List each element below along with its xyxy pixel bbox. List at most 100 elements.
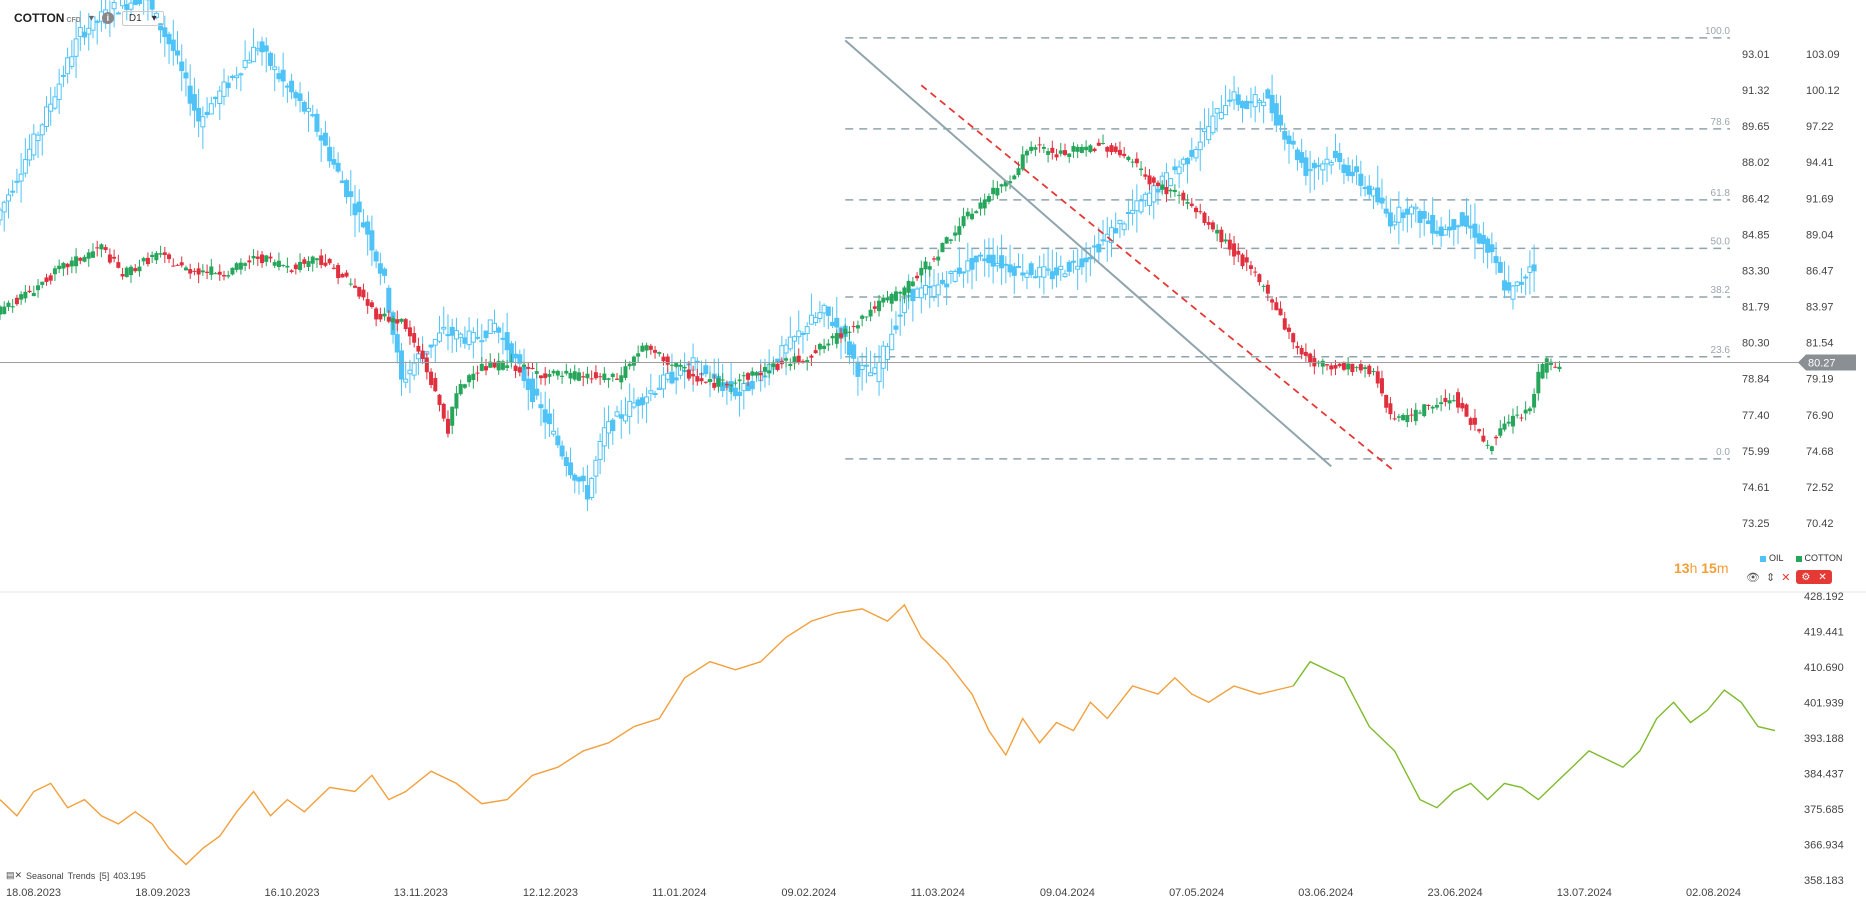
oil-candle-body (1328, 162, 1334, 166)
cotton-candle-body (881, 297, 886, 303)
cotton-candle-body (868, 309, 873, 317)
timeframe-select[interactable]: D1 ▾ (121, 10, 164, 26)
cotton-candle-body (746, 373, 751, 380)
oil-candle-body (132, 0, 138, 6)
cotton-candle-body (961, 216, 966, 227)
oil-candle-body (1244, 100, 1250, 110)
cotton-candle-body (1257, 274, 1262, 283)
remove-icon[interactable]: ✕ (1818, 571, 1827, 583)
oil-candle-body (348, 191, 354, 197)
oil-candle-body (377, 263, 383, 274)
info-icon[interactable]: i (101, 12, 114, 24)
oil-candle-body (1155, 188, 1161, 193)
cotton-candle-body (99, 244, 104, 250)
oil-candle-body (800, 332, 806, 335)
cotton-candle-body (357, 286, 362, 297)
cotton-candle-body (1494, 436, 1499, 439)
legend-item-oil[interactable]: OIL (1760, 553, 1784, 563)
oil-candle-body (648, 390, 654, 394)
cotton-candle-body (927, 266, 932, 270)
oil-candle-body (563, 456, 569, 467)
cotton-candle-body (610, 373, 615, 378)
oil-candle-body (863, 364, 869, 367)
oil-candle-body (369, 230, 375, 251)
oil-candle-body (1248, 101, 1254, 104)
cotton-candle-body (471, 373, 476, 381)
cotton-candle-body (403, 319, 408, 330)
cotton-candle-body (1033, 147, 1038, 150)
oil-candle-body (1425, 220, 1431, 225)
cotton-candle-body (450, 406, 455, 426)
oil-candle-body (1011, 266, 1017, 276)
oil-candle-body (1294, 149, 1300, 161)
cotton-candle-body (1460, 403, 1465, 409)
cotton-candle-body (678, 364, 683, 367)
cotton-candle-body (1008, 181, 1013, 184)
cotton-candle-body (1532, 393, 1537, 408)
cotton-candle-body (936, 256, 941, 261)
fib-level-label: 50.0 (1711, 236, 1731, 247)
cotton-candle-body (817, 343, 822, 350)
cotton-candle-body (1029, 146, 1034, 151)
cotton-candle-body (712, 382, 717, 388)
cotton-candle-body (272, 262, 277, 266)
cotton-candle-body (399, 318, 404, 322)
oil-candle-body (69, 56, 75, 67)
cotton-candle-body (175, 264, 180, 266)
oil-candle-body (504, 332, 510, 351)
cotton-candle-body (251, 256, 256, 259)
oil-candle-body (1, 201, 7, 213)
cotton-candle-body (543, 373, 548, 379)
series-options[interactable]: ⚙ ✕ (1796, 570, 1832, 584)
cotton-candle-body (944, 237, 949, 244)
cotton-candle-body (1299, 347, 1304, 355)
oil-axis-label: 103.09 (1806, 49, 1840, 61)
oil-candle-body (1316, 164, 1322, 167)
oil-candle-body (496, 327, 502, 333)
cotton-candle-body (923, 261, 928, 270)
oil-candle-body (935, 284, 941, 296)
x-axis-label: 16.10.2023 (264, 887, 319, 899)
cotton-candle-body (593, 372, 598, 379)
cotton-candle-body (103, 247, 108, 251)
x-axis-label: 23.06.2024 (1428, 887, 1483, 899)
oil-candle-body (318, 135, 324, 141)
oil-candle-body (1320, 163, 1326, 171)
cotton-candle-body (699, 378, 704, 382)
cotton-axis-label: 73.25 (1742, 518, 1770, 530)
oil-candle-body (365, 221, 371, 235)
cotton-candle-body (310, 256, 315, 264)
symbol-dropdown-icon[interactable]: ▾ (88, 12, 94, 24)
cotton-candle-body (488, 361, 493, 368)
cotton-candle-body (1320, 360, 1325, 367)
oil-candle-body (1108, 227, 1114, 244)
oil-candle-body (43, 106, 49, 128)
legend-item-cotton[interactable]: COTTON (1795, 553, 1842, 563)
cotton-candle-body (792, 356, 797, 364)
close-icon[interactable]: ✕ (1781, 571, 1791, 584)
cotton-candle-body (1295, 345, 1300, 349)
eye-icon[interactable]: 👁 (1746, 571, 1760, 584)
symbol-name[interactable]: COTTON CFD (14, 11, 81, 25)
oil-candle-body (1096, 243, 1102, 253)
cotton-axis-label: 75.99 (1742, 446, 1770, 458)
cotton-candle-body (1557, 366, 1562, 370)
cotton-candle-body (226, 275, 231, 277)
oil-candle-body (382, 268, 388, 276)
oil-candle-body (115, 12, 121, 15)
oil-candle-body (1227, 99, 1233, 102)
cotton-candle-body (505, 365, 510, 368)
oil-candle-body (394, 334, 400, 353)
indicator-settings-icon[interactable]: ▤✕ (6, 870, 23, 880)
oil-candle-body (246, 59, 252, 64)
reorder-icon[interactable]: ⇕ (1765, 571, 1776, 584)
oil-candle-body (18, 173, 24, 182)
settings-icon[interactable]: ⚙ (1801, 571, 1811, 583)
oil-candle-body (1185, 157, 1191, 165)
oil-candle-body (1493, 256, 1499, 264)
oil-candle-body (813, 317, 819, 324)
cotton-candle-body (196, 268, 201, 275)
cotton-candle-body (221, 275, 226, 277)
indicator-name: Seasonal (26, 870, 64, 881)
